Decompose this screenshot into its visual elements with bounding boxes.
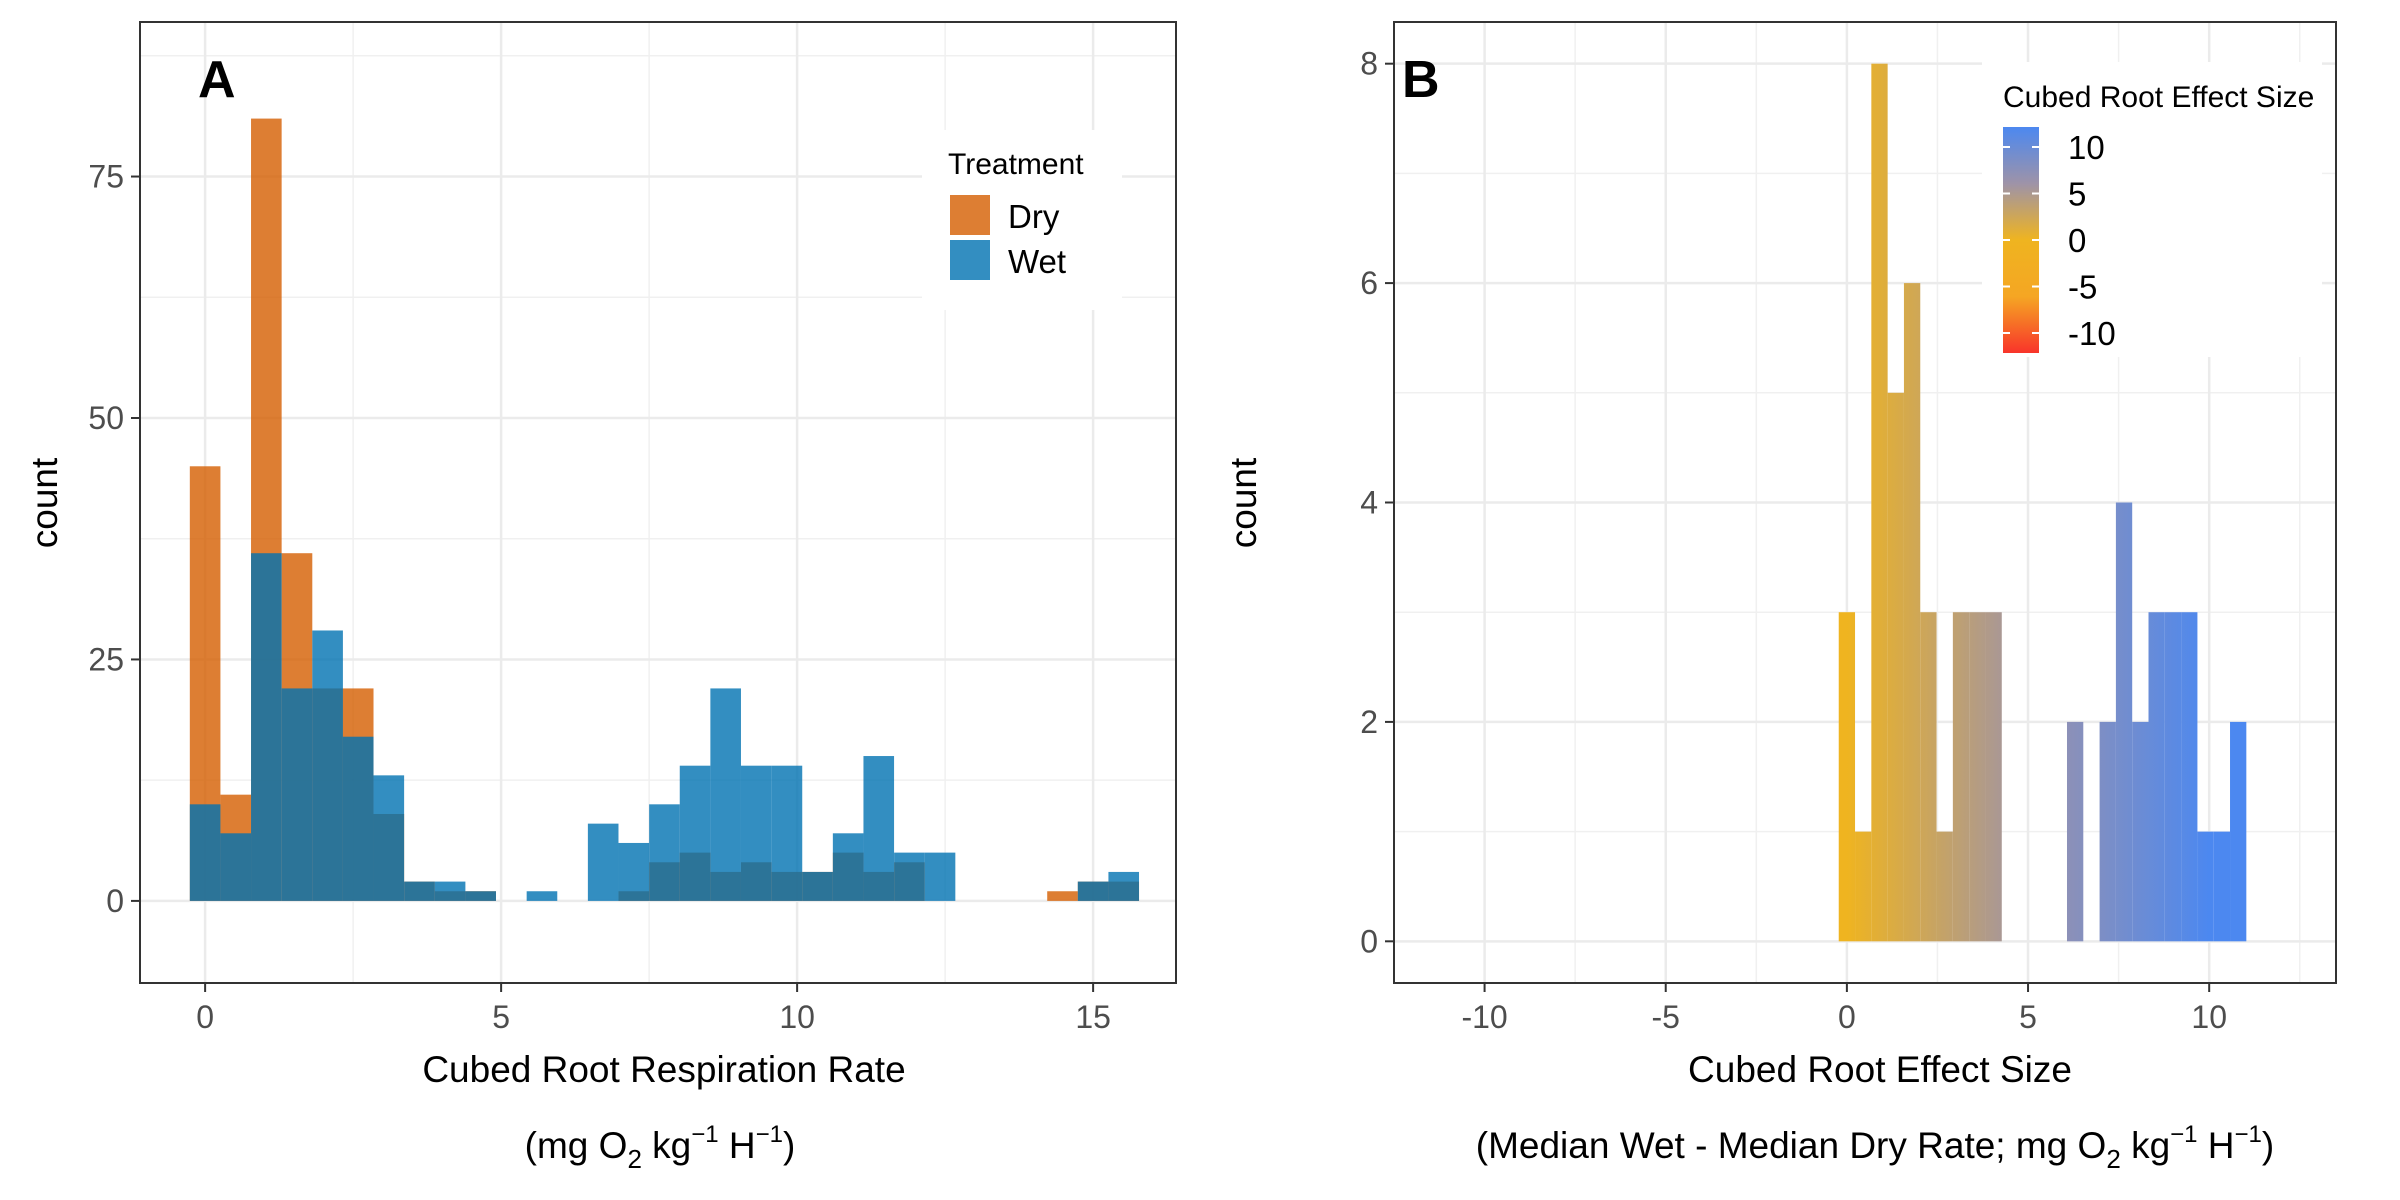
bar-wet — [404, 881, 435, 901]
panel-a-legend-title: Treatment — [948, 148, 1084, 181]
bar-effect-size — [2132, 721, 2149, 942]
colorbar-label: -5 — [2068, 269, 2097, 306]
y-tick-label: 0 — [1360, 923, 1378, 959]
panel-a-y-ticks: 0 25 50 75 — [88, 159, 140, 919]
panel-a-x-axis-units: (mg O2 kg−1 H−1) — [525, 1121, 796, 1174]
bar-wet — [526, 891, 558, 901]
bar-wet — [587, 823, 619, 901]
x-tick-label: -5 — [1652, 999, 1680, 1035]
y-tick-label: 6 — [1360, 265, 1378, 301]
x-tick-label: 5 — [492, 999, 510, 1035]
bar-wet — [832, 833, 864, 901]
bar-wet — [679, 765, 711, 901]
panel-a-x-axis-title: Cubed Root Respiration Rate — [422, 1049, 905, 1090]
x-tick-label: 10 — [2191, 999, 2227, 1035]
bar-wet — [618, 842, 650, 901]
bar-wet — [771, 765, 803, 901]
bar-effect-size — [1903, 283, 1921, 942]
bar-wet — [894, 852, 925, 901]
bar-wet — [373, 775, 405, 901]
panel-a-respiration-histogram: 0 25 50 75 0 5 10 15 A count Cubed Root Respir… — [24, 21, 1177, 1174]
bar-effect-size — [1855, 831, 1872, 942]
bar-effect-size — [1920, 612, 1937, 942]
y-tick-label: 75 — [88, 159, 124, 195]
bar-effect-size — [2213, 831, 2231, 942]
panel-a-legend: Treatment Dry Wet — [922, 130, 1122, 310]
y-tick-label: 4 — [1360, 485, 1378, 521]
x-tick-label: 0 — [196, 999, 214, 1035]
panel-a-y-axis-title: count — [24, 457, 65, 548]
bar-effect-size — [2115, 502, 2133, 942]
x-tick-label: 5 — [2019, 999, 2037, 1035]
x-tick-label: -10 — [1461, 999, 1507, 1035]
bar-wet — [342, 736, 374, 901]
panel-b-legend: Cubed Root Effect Size 10 5 0 -5 -10 — [1982, 62, 2322, 357]
bar-effect-size — [2164, 612, 2182, 942]
bar-wet — [281, 688, 313, 901]
x-tick-label: 15 — [1075, 999, 1111, 1035]
bar-wet — [434, 881, 466, 901]
bar-wet — [189, 804, 221, 901]
legend-dry-key — [950, 195, 990, 235]
bar-wet — [312, 630, 343, 901]
panel-b-x-axis-units: (Median Wet - Median Dry Rate; mg O2 kg−… — [1476, 1121, 2274, 1174]
bar-wet — [802, 871, 833, 901]
bar-wet — [710, 688, 741, 901]
y-tick-label: 0 — [106, 883, 124, 919]
y-tick-label: 50 — [88, 400, 124, 436]
bar-wet — [649, 804, 680, 901]
bar-wet — [1108, 871, 1140, 901]
legend-wet-label: Wet — [1008, 243, 1066, 280]
panel-a-tag: A — [198, 51, 236, 109]
bar-effect-size — [2066, 721, 2084, 942]
bar-effect-size — [1952, 612, 1970, 942]
panel-a-bars — [189, 118, 1140, 901]
bar-effect-size — [2099, 721, 2116, 942]
bar-effect-size — [1969, 612, 1986, 942]
bar-wet — [251, 553, 282, 901]
legend-dry-label: Dry — [1008, 198, 1060, 235]
y-tick-label: 2 — [1360, 704, 1378, 740]
bar-effect-size — [2197, 831, 2214, 942]
panel-b-legend-title: Cubed Root Effect Size — [2003, 81, 2314, 114]
bar-effect-size — [2230, 721, 2247, 942]
panel-a-border — [139, 21, 1177, 984]
bar-effect-size — [1838, 612, 1856, 942]
colorbar-label: 5 — [2068, 176, 2086, 213]
bar-wet — [465, 891, 496, 901]
colorbar-label: 0 — [2068, 222, 2086, 259]
panel-b-bars — [1838, 63, 2247, 942]
panel-b-y-ticks: 0 2 4 6 8 — [1360, 46, 1394, 959]
colorbar-label: -10 — [2068, 315, 2116, 352]
bar-wet — [220, 833, 252, 901]
bar-wet — [740, 765, 772, 901]
y-tick-label: 8 — [1360, 46, 1378, 82]
panel-b-x-ticks: -10 -5 0 5 10 — [1461, 983, 2227, 1035]
bar-wet — [924, 852, 956, 901]
bar-effect-size — [1871, 63, 1888, 942]
x-tick-label: 10 — [779, 999, 815, 1035]
colorbar-label: 10 — [2068, 129, 2105, 166]
x-tick-label: 0 — [1838, 999, 1856, 1035]
legend-wet-key — [950, 240, 990, 280]
y-tick-label: 25 — [88, 641, 124, 677]
bar-wet — [863, 756, 895, 901]
bar-effect-size — [1887, 392, 1904, 942]
bar-dry — [1047, 891, 1078, 901]
bar-effect-size — [2148, 612, 2165, 942]
bar-effect-size — [1936, 831, 1953, 942]
panel-b-legend-labels: 10 5 0 -5 -10 — [2003, 129, 2116, 352]
panel-b-x-axis-title: Cubed Root Effect Size — [1688, 1049, 2072, 1090]
panel-a-x-ticks: 0 5 10 15 — [196, 983, 1111, 1035]
panel-b-effect-size-histogram: 0 2 4 6 8 -10 -5 0 5 10 B count Cubed Root Effec… — [1223, 21, 2337, 1174]
panel-b-y-axis-title: count — [1223, 457, 1264, 548]
bar-wet — [1077, 881, 1109, 901]
bar-effect-size — [2181, 612, 2198, 942]
bar-effect-size — [1985, 612, 2002, 942]
panel-b-tag: B — [1402, 51, 1440, 109]
